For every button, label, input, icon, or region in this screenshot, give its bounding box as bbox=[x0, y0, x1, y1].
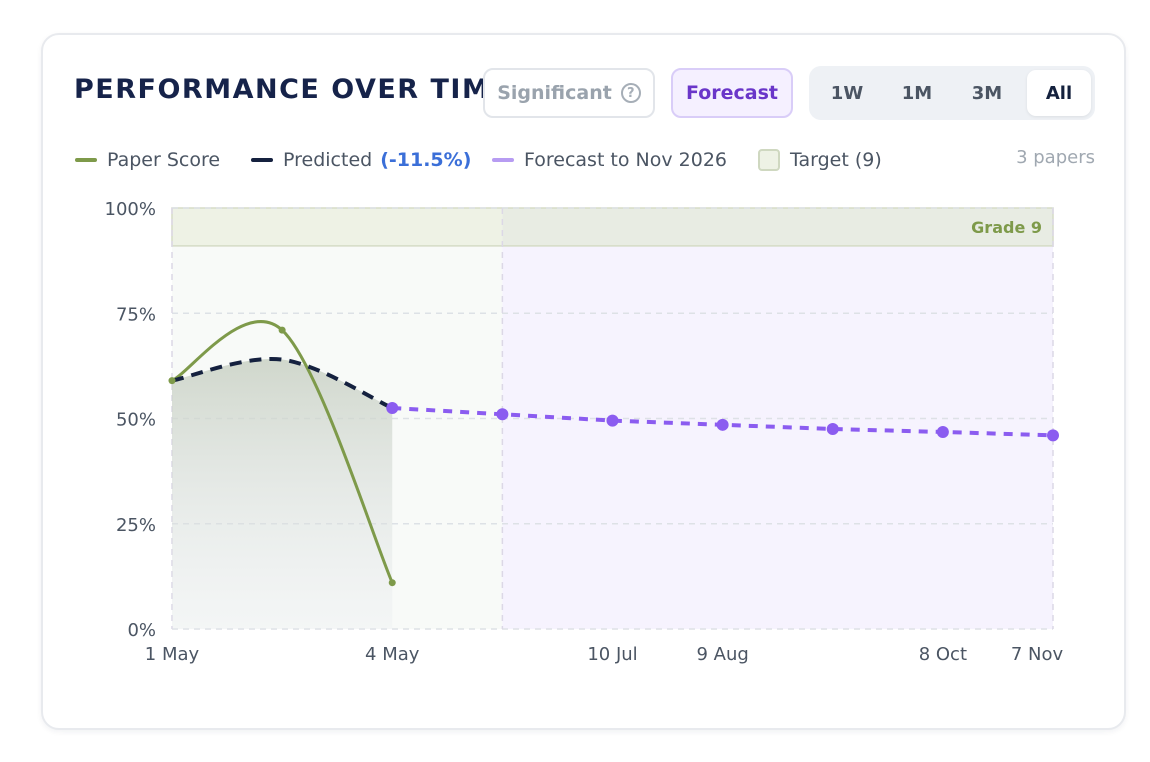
legend-paper-score-label: Paper Score bbox=[107, 149, 221, 171]
y-tick-label: 50% bbox=[116, 410, 156, 431]
forecast-swatch bbox=[492, 158, 514, 162]
target-band-label: Grade 9 bbox=[971, 218, 1042, 237]
legend-paper-score[interactable]: Paper Score bbox=[75, 147, 220, 173]
x-tick-label: 7 Nov bbox=[1011, 644, 1064, 665]
forecast-point bbox=[826, 423, 839, 436]
predicted-swatch bbox=[251, 158, 273, 162]
forecast-point bbox=[496, 408, 509, 421]
significant-toggle-button[interactable]: Significant ? bbox=[483, 68, 655, 118]
significant-label: Significant bbox=[497, 82, 612, 104]
papers-count: 3 papers bbox=[1016, 147, 1095, 168]
x-tick-label: 8 Oct bbox=[919, 644, 967, 665]
forecast-point bbox=[716, 418, 729, 431]
x-tick-label: 1 May bbox=[145, 644, 200, 665]
forecast-point bbox=[936, 425, 949, 438]
target-band-history bbox=[172, 208, 503, 246]
legend-target[interactable]: Target (9) bbox=[758, 147, 882, 173]
forecast-toggle-button[interactable]: Forecast bbox=[671, 68, 793, 118]
legend-forecast-label: Forecast to Nov 2026 bbox=[524, 149, 728, 171]
paper-score-point bbox=[168, 377, 176, 385]
help-icon[interactable]: ? bbox=[620, 83, 641, 103]
predicted-area-fill bbox=[172, 358, 393, 629]
paper-score-point bbox=[388, 579, 396, 587]
legend-target-label: Target (9) bbox=[790, 149, 882, 171]
page-title: PERFORMANCE OVER TIME bbox=[74, 74, 511, 105]
predicted-line bbox=[171, 356, 394, 410]
forecast-point bbox=[1047, 429, 1059, 442]
target-swatch bbox=[758, 149, 780, 171]
predicted-change: (-11.5%) bbox=[380, 149, 472, 171]
range-1m-button[interactable]: 1M bbox=[901, 82, 933, 104]
y-tick-label: 75% bbox=[116, 304, 156, 325]
paper-score-line bbox=[171, 320, 394, 584]
predicted-endpoint bbox=[386, 401, 399, 414]
x-tick-label: 10 Jul bbox=[587, 644, 637, 665]
legend-forecast[interactable]: Forecast to Nov 2026 bbox=[492, 147, 727, 173]
forecast-point bbox=[606, 414, 619, 427]
legend-predicted[interactable]: Predicted (-11.5%) bbox=[251, 147, 471, 173]
range-3m-button[interactable]: 3M bbox=[971, 82, 1003, 104]
legend-predicted-label: Predicted bbox=[283, 149, 373, 171]
y-tick-label: 100% bbox=[105, 199, 156, 220]
y-tick-label: 0% bbox=[127, 620, 156, 641]
range-all-button[interactable]: All bbox=[1027, 70, 1091, 116]
paper-score-point bbox=[278, 326, 286, 334]
range-1w-button[interactable]: 1W bbox=[830, 82, 864, 104]
target-band-forecast bbox=[502, 208, 1053, 246]
y-tick-label: 25% bbox=[116, 515, 156, 536]
x-tick-label: 9 Aug bbox=[696, 644, 748, 665]
forecast-label: Forecast bbox=[686, 82, 778, 104]
x-tick-label: 4 May bbox=[365, 644, 420, 665]
paper-score-swatch bbox=[75, 158, 97, 162]
time-range-selector: 1W 1M 3M All bbox=[809, 66, 1095, 120]
